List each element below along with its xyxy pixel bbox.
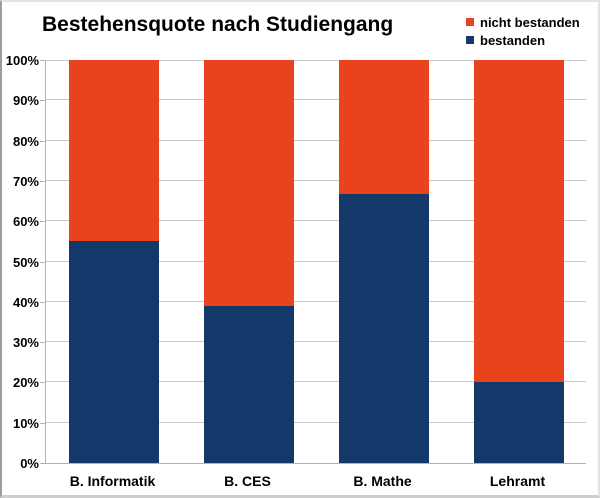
y-tick-label: 10% (12, 416, 39, 431)
x-category-label: B. Informatik (69, 473, 156, 489)
legend-label: bestanden (480, 32, 546, 48)
y-axis-tick (40, 141, 45, 142)
y-axis-tick (40, 302, 45, 303)
y-axis-tick (40, 382, 45, 383)
y-axis-tick (40, 423, 45, 424)
y-axis-tick (40, 181, 45, 182)
y-axis-tick (40, 60, 45, 61)
gridline (46, 381, 586, 382)
legend-label: nicht bestanden (480, 14, 580, 30)
y-axis-tick (40, 463, 45, 464)
gridline (46, 60, 586, 61)
gridline (46, 180, 586, 181)
legend-swatch-icon (466, 18, 474, 26)
legend: nicht bestanden bestanden (466, 13, 580, 49)
legend-item: nicht bestanden (466, 13, 580, 31)
y-axis-tick (40, 262, 45, 263)
gridline (46, 261, 586, 262)
y-tick-label: 20% (12, 375, 39, 390)
bar-segment-nicht-bestanden (474, 60, 564, 382)
y-tick-label: 80% (12, 134, 39, 149)
bar-segment-bestanden (339, 194, 429, 463)
y-tick-label: 70% (12, 174, 39, 189)
y-axis-tick (40, 100, 45, 101)
gridline (46, 220, 586, 221)
x-category-label: B. Mathe (353, 473, 412, 489)
gridline (46, 341, 586, 342)
bar-segment-bestanden (474, 382, 564, 463)
bar-segment-bestanden (69, 241, 159, 463)
y-tick-label: 30% (12, 335, 39, 350)
y-axis-tick (40, 221, 45, 222)
bar-segment-nicht-bestanden (339, 60, 429, 194)
y-tick-label: 100% (5, 53, 39, 68)
plot-area (45, 60, 586, 464)
x-category-label: Lehramt (489, 473, 546, 489)
y-tick-label: 0% (20, 456, 39, 471)
y-tick-label: 90% (12, 93, 39, 108)
gridline (46, 140, 586, 141)
y-axis-tick (40, 342, 45, 343)
gridline (46, 99, 586, 100)
bar-segment-nicht-bestanden (204, 60, 294, 306)
y-tick-label: 50% (12, 255, 39, 270)
gridline (46, 301, 586, 302)
legend-item: bestanden (466, 31, 580, 49)
gridline (46, 422, 586, 423)
legend-swatch-icon (466, 36, 474, 44)
y-tick-label: 60% (12, 214, 39, 229)
chart-title: Bestehensquote nach Studiengang (42, 13, 394, 36)
bar-segment-nicht-bestanden (69, 60, 159, 241)
bar-segment-bestanden (204, 306, 294, 463)
y-tick-label: 40% (12, 295, 39, 310)
x-category-label: B. CES (224, 473, 271, 489)
